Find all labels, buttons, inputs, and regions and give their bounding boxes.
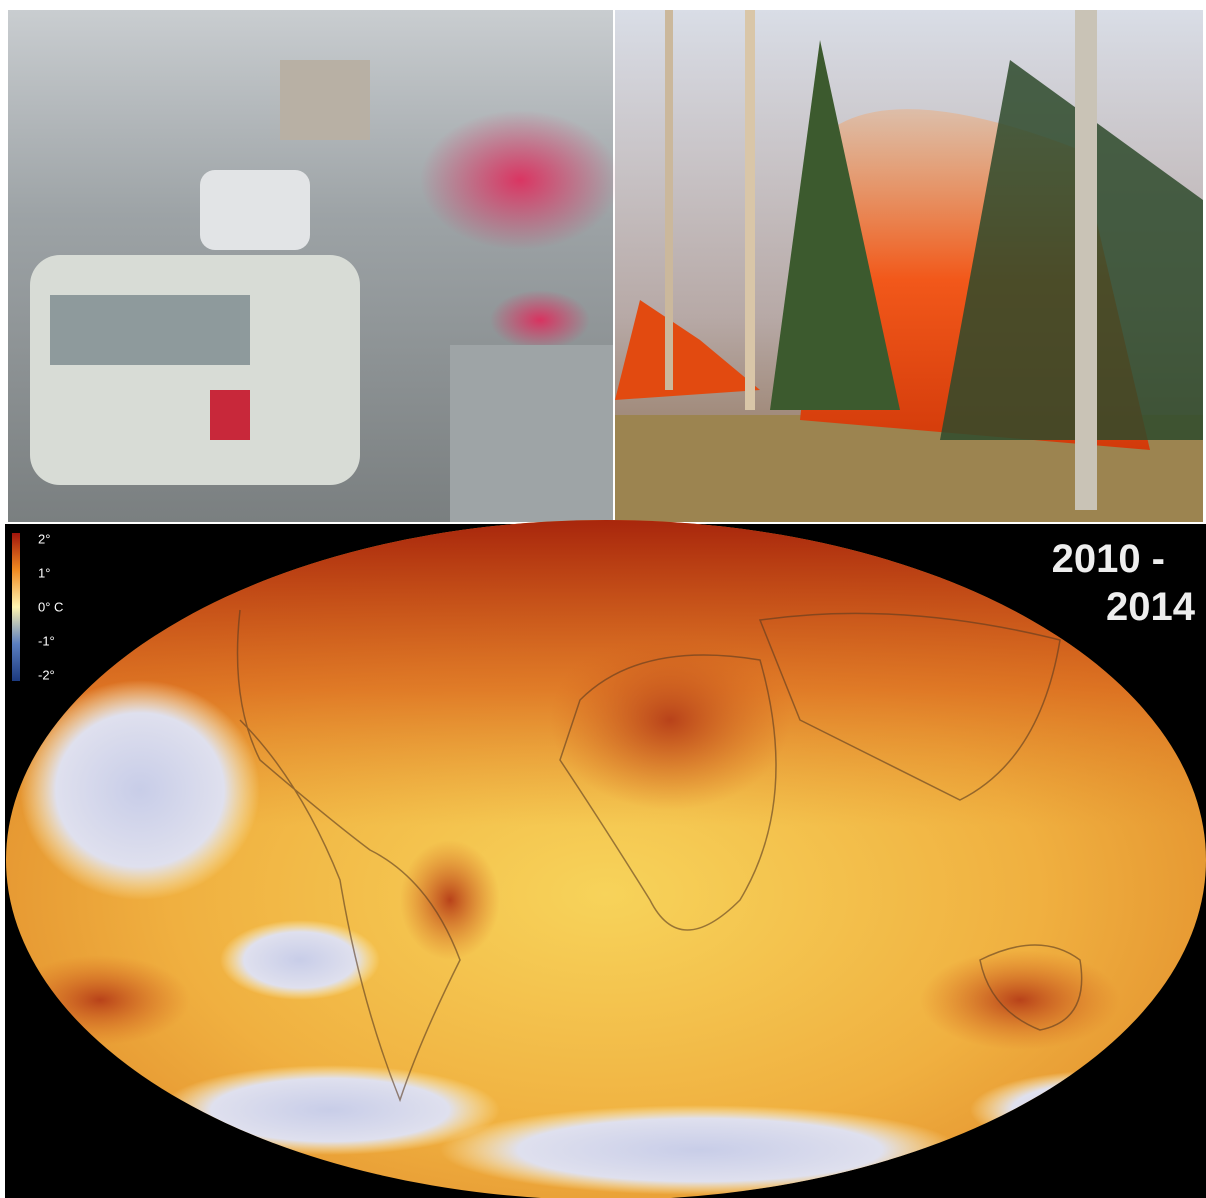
taxi-window <box>50 295 250 365</box>
cool-region <box>440 1105 960 1195</box>
cool-region <box>20 680 260 900</box>
warm-region <box>550 630 790 810</box>
taxi <box>30 255 360 485</box>
red-lights <box>490 290 590 350</box>
red-lights <box>420 110 620 250</box>
legend-label: 2° <box>38 531 50 546</box>
temperature-map: 2° 1° 0° C -1° -2° 2010 - 2014 <box>5 520 1206 1198</box>
warm-region <box>400 840 500 960</box>
pine-tree <box>940 60 1203 440</box>
taxi-light <box>210 390 250 440</box>
rain-photo <box>8 10 620 522</box>
fire-photo <box>615 10 1203 522</box>
trunk <box>745 10 755 410</box>
legend-label: -1° <box>38 633 55 648</box>
trunk <box>1075 10 1097 510</box>
car <box>450 345 613 522</box>
legend-label: 0° C <box>38 599 63 614</box>
warm-region <box>920 950 1120 1050</box>
flames <box>615 300 760 400</box>
coastline <box>559 654 777 931</box>
cool-region <box>220 920 380 1000</box>
period-end: 2014 <box>1106 585 1196 629</box>
period-start: 2010 - <box>1052 537 1165 581</box>
trunk <box>665 10 673 390</box>
pine-tree <box>770 40 900 410</box>
building <box>280 60 370 140</box>
colorbar <box>12 533 20 681</box>
legend: 2° 1° 0° C -1° -2° <box>38 531 63 682</box>
car <box>200 170 310 250</box>
coastline <box>236 609 461 1103</box>
coastline <box>758 612 1061 801</box>
legend-label: -2° <box>38 667 55 682</box>
legend-label: 1° <box>38 565 50 580</box>
coastline <box>979 944 1083 1031</box>
